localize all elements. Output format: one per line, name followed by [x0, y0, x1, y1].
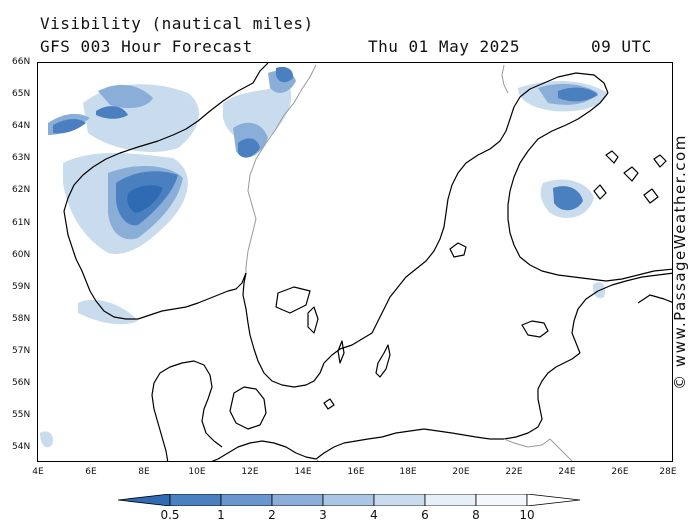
lon-label: 24E	[558, 467, 576, 477]
legend-swatch	[118, 494, 171, 506]
lat-label: 64N	[12, 121, 31, 131]
legend-swatch	[169, 494, 222, 506]
fog-patch-dense	[238, 138, 260, 158]
forecast-date: Thu 01 May 2025	[368, 37, 520, 56]
coastlines	[63, 63, 672, 461]
legend-swatch	[424, 494, 477, 506]
finland-coast	[507, 92, 672, 282]
fog-patch-dense	[558, 87, 598, 102]
legend-swatch	[526, 494, 581, 506]
germany-poland-border	[315, 458, 319, 461]
norway-sweden-border	[245, 64, 317, 273]
legend-swatch	[322, 494, 375, 506]
legend-swatch	[220, 494, 273, 506]
legend-label: 0.5	[160, 508, 180, 522]
map-canvas	[40, 63, 672, 461]
watermark-text: © www.PassageWeather.com	[671, 134, 689, 390]
lat-label: 56N	[12, 378, 31, 388]
lat-label: 58N	[12, 314, 31, 324]
baltic-states-coast	[490, 352, 581, 440]
legend-label: 3	[319, 508, 327, 522]
legend-label: 10	[519, 508, 535, 522]
lat-label: 65N	[12, 89, 31, 99]
lat-label: 54N	[12, 442, 31, 452]
fog-patch-mid	[98, 84, 153, 109]
germany-coast	[211, 440, 317, 461]
lon-label: 6E	[85, 467, 97, 477]
lon-label: 12E	[241, 467, 259, 477]
lake-vattern	[307, 306, 319, 334]
oland-island	[337, 340, 345, 364]
sweden-west-coast	[242, 272, 325, 388]
map-title: Visibility (nautical miles)	[40, 14, 314, 33]
lon-label: 16E	[347, 467, 365, 477]
lat-label: 62N	[12, 185, 31, 195]
denmark-coast	[151, 360, 223, 461]
lon-label: 28E	[659, 467, 677, 477]
fog-patch-dense	[553, 186, 583, 211]
fog-patch-dense	[127, 185, 163, 213]
estonia-coast	[571, 272, 672, 354]
norway-coast	[63, 63, 269, 320]
fog-patch-light	[78, 299, 138, 325]
fog-patch-light	[40, 431, 54, 448]
sweden-east-coast	[323, 72, 609, 364]
legend-swatch	[475, 494, 528, 506]
finnish-lakes	[593, 150, 667, 204]
aland-islands	[449, 242, 467, 258]
poland-coast	[315, 428, 491, 460]
visibility-shading	[40, 67, 608, 448]
lon-label: 8E	[138, 467, 150, 477]
lon-label: 10E	[188, 467, 206, 477]
lat-label: 63N	[12, 153, 31, 163]
lat-label: 61N	[12, 218, 31, 228]
lon-label: 20E	[452, 467, 470, 477]
lon-label: 22E	[505, 467, 523, 477]
legend-swatch	[271, 494, 324, 506]
sweden-finland-border	[501, 64, 509, 94]
zealand-island	[229, 386, 267, 430]
kaliningrad-border	[503, 438, 573, 461]
gotland-island	[375, 344, 391, 378]
fog-patch-dense	[276, 67, 294, 83]
legend-label: 2	[268, 508, 276, 522]
legend-label: 6	[421, 508, 429, 522]
saaremaa-island	[521, 320, 549, 338]
lon-label: 26E	[611, 467, 629, 477]
lat-label: 60N	[12, 250, 31, 260]
lat-label: 66N	[12, 57, 31, 67]
legend-label: 4	[370, 508, 378, 522]
lon-label: 18E	[399, 467, 417, 477]
lat-label: 59N	[12, 282, 31, 292]
lon-label: 14E	[294, 467, 312, 477]
lake-vanern	[275, 286, 311, 314]
lat-label: 55N	[12, 410, 31, 420]
legend-swatch	[373, 494, 426, 506]
lon-label: 4E	[32, 467, 44, 477]
legend-colorbar	[118, 494, 581, 506]
fog-patch-dense	[53, 119, 86, 134]
country-borders	[245, 64, 573, 461]
fog-patch-dense	[96, 106, 128, 119]
visibility-map	[37, 62, 673, 462]
forecast-model-label: GFS 003 Hour Forecast	[40, 37, 253, 56]
bornholm-island	[323, 398, 335, 410]
forecast-time: 09 UTC	[591, 37, 652, 56]
lake-ladoga-edge	[637, 294, 672, 304]
legend-label: 1	[217, 508, 225, 522]
legend-label: 8	[472, 508, 480, 522]
lat-label: 57N	[12, 346, 31, 356]
